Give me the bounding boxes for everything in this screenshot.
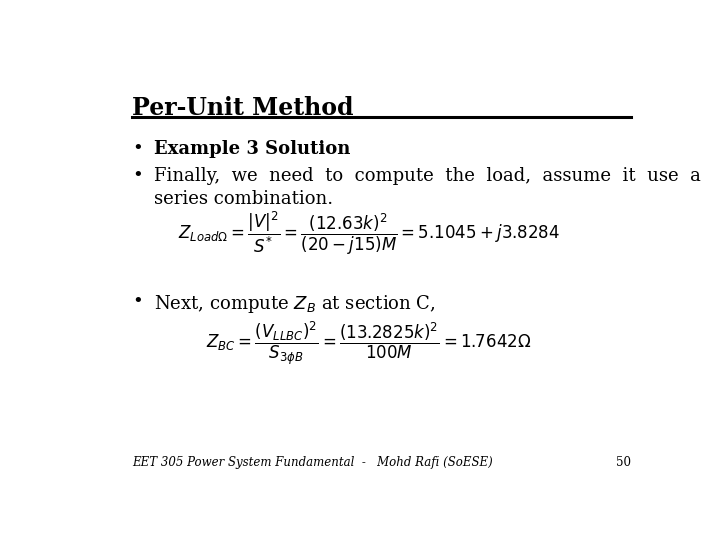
- Text: series combination.: series combination.: [154, 190, 333, 207]
- Text: $Z_{BC} = \dfrac{(V_{LLBC})^{2}}{S_{3\phi B}} = \dfrac{(13.2825k)^{2}}{100M} = 1: $Z_{BC} = \dfrac{(V_{LLBC})^{2}}{S_{3\ph…: [207, 320, 531, 367]
- Text: Per-Unit Method: Per-Unit Method: [132, 96, 354, 120]
- Text: $Z_{Load\Omega} = \dfrac{|V|^{2}}{S^{*}} = \dfrac{(12.63k)^{2}}{(20 - j15)M} = 5: $Z_{Load\Omega} = \dfrac{|V|^{2}}{S^{*}}…: [178, 210, 560, 257]
- Text: •: •: [132, 294, 143, 312]
- Text: •: •: [132, 140, 143, 158]
- Text: Finally,  we  need  to  compute  the  load,  assume  it  use  a: Finally, we need to compute the load, as…: [154, 167, 701, 185]
- Text: Example 3 Solution: Example 3 Solution: [154, 140, 351, 158]
- Text: EET 305 Power System Fundamental  -   Mohd Rafi (SoESE): EET 305 Power System Fundamental - Mohd …: [132, 456, 492, 469]
- Text: •: •: [132, 167, 143, 185]
- Text: 50: 50: [616, 456, 631, 469]
- Text: Next, compute $Z_{B}$ at section C,: Next, compute $Z_{B}$ at section C,: [154, 294, 436, 315]
